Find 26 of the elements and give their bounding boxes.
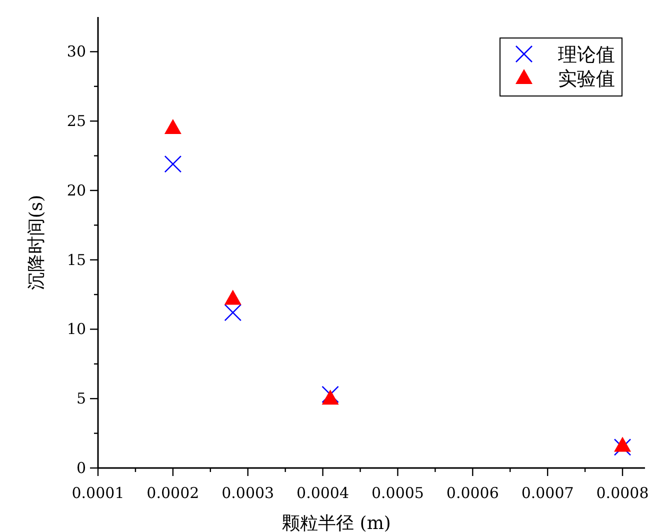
point: [224, 304, 242, 322]
y-tick-label: 10: [66, 320, 86, 338]
y-axis-title: 沉降时间(s): [26, 194, 47, 290]
point: [164, 119, 182, 134]
y-tick-label: 25: [66, 112, 86, 130]
legend-label: 实验值: [558, 68, 615, 90]
point: [322, 386, 339, 404]
y-tick-label: 15: [66, 250, 86, 269]
point: [164, 155, 182, 173]
x-tick-label: 0.0002: [146, 484, 200, 502]
y-tick-label: 0: [76, 459, 86, 477]
x-tick-label: 0.0001: [72, 484, 124, 502]
x-axis-title: 颗粒半径 (m): [282, 513, 391, 532]
point: [322, 390, 339, 405]
x-tick-label: 0.0008: [596, 484, 649, 502]
legend-label: 理论值: [558, 44, 615, 66]
y-tick-label: 20: [66, 181, 86, 200]
y-tick-label: 30: [66, 42, 86, 61]
x-tick-label: 0.0007: [521, 484, 574, 502]
x-tick-label: 0.0006: [446, 484, 499, 502]
x-tick-label: 0.0004: [296, 484, 350, 502]
point: [224, 290, 242, 305]
x-tick-label: 0.0005: [371, 484, 424, 502]
x-tick-label: 0.0003: [222, 484, 274, 502]
point: [614, 436, 632, 452]
y-tick-label: 5: [76, 390, 86, 408]
